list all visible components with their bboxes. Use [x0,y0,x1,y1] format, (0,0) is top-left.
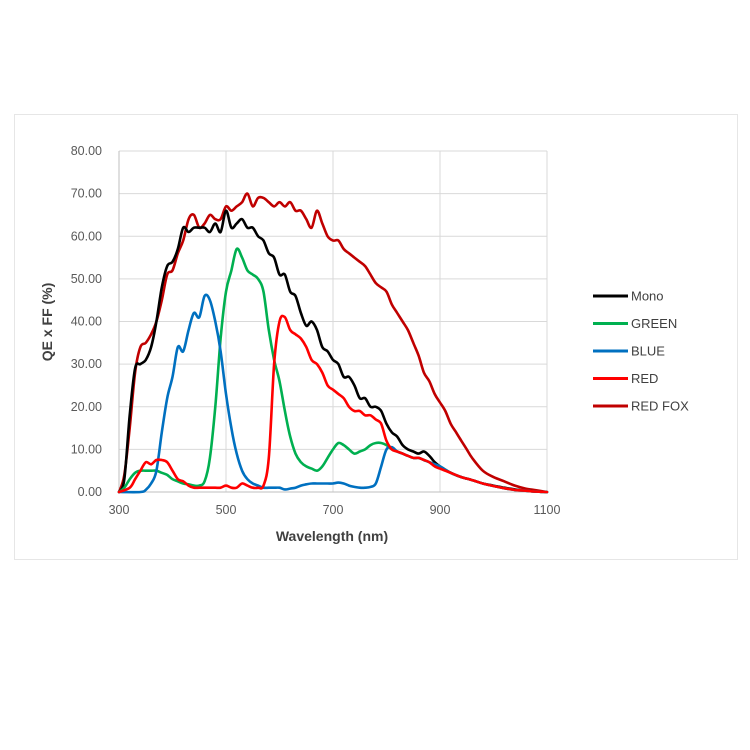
x-axis-label: Wavelength (nm) [276,528,388,544]
y-tick-label: 70.00 [71,187,102,201]
x-tick-label: 300 [109,503,130,517]
y-tick-label: 50.00 [71,272,102,286]
legend-item-green: GREEN [593,316,677,331]
legend-item-red: RED [593,371,658,386]
x-tick-label: 1100 [534,503,561,517]
series-line-blue [117,293,549,494]
series-lines [117,192,549,494]
legend-item-mono: Mono [593,289,664,304]
x-tick-label: 700 [323,503,344,517]
y-tick-label: 60.00 [71,229,102,243]
tick-labels: 0.00 10.00 20.00 30.00 40.00 50.00 60.00 70.00 8… [71,144,561,517]
legend-item-blue: BLUE [593,344,665,359]
legend-label: GREEN [631,316,677,331]
x-tick-label: 500 [216,503,237,517]
x-tick-label: 900 [430,503,451,517]
y-tick-label: 80.00 [71,144,102,158]
legend: Mono GREEN BLUE RED RED FOX [593,289,689,414]
series-line-red-fox [117,192,549,494]
legend-label: RED [631,371,658,386]
y-tick-label: 30.00 [71,357,102,371]
grid-lines [119,150,548,492]
series-line-red [117,314,549,494]
y-tick-label: 10.00 [71,442,102,456]
y-tick-label: 40.00 [71,315,102,329]
legend-label: RED FOX [631,399,689,414]
y-axis-label: QE x FF (%) [39,283,55,362]
series-line-mono [117,209,549,494]
legend-item-red-fox: RED FOX [593,399,689,414]
legend-label: BLUE [631,344,665,359]
y-tick-label: 20.00 [71,400,102,414]
y-tick-label: 0.00 [78,485,102,499]
chart-frame [14,114,738,560]
legend-label: Mono [631,289,664,304]
axis-lines [118,151,547,493]
